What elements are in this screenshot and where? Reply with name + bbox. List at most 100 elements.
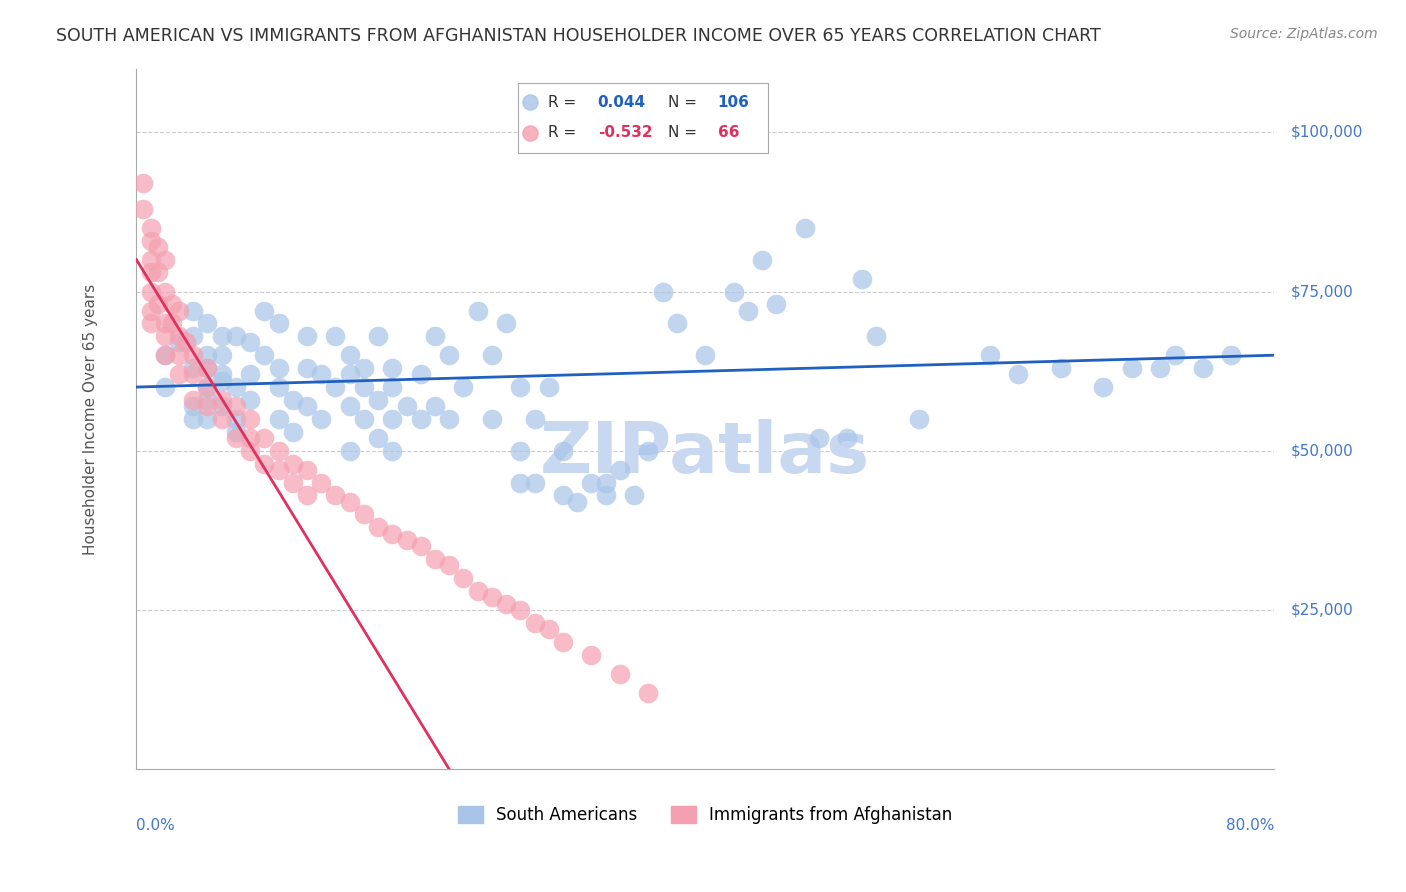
Text: SOUTH AMERICAN VS IMMIGRANTS FROM AFGHANISTAN HOUSEHOLDER INCOME OVER 65 YEARS C: SOUTH AMERICAN VS IMMIGRANTS FROM AFGHAN… [56, 27, 1101, 45]
Point [907, 412, 929, 426]
Point [211, 412, 233, 426]
Point [1149, 361, 1171, 376]
Point [509, 443, 531, 458]
Point [865, 329, 887, 343]
Point [267, 380, 290, 394]
Point [153, 329, 176, 343]
Point [281, 425, 304, 439]
Point [367, 431, 389, 445]
Point [225, 431, 247, 445]
Point [139, 303, 162, 318]
Point [225, 425, 247, 439]
Point [367, 392, 389, 407]
Point [253, 348, 276, 362]
Point [523, 615, 546, 630]
Point [139, 265, 162, 279]
Point [367, 329, 389, 343]
Text: $75,000: $75,000 [1291, 284, 1354, 299]
Point [225, 380, 247, 394]
Point [325, 329, 347, 343]
Point [439, 558, 461, 573]
Point [381, 361, 404, 376]
Point [409, 368, 432, 382]
Point [339, 368, 361, 382]
Point [1121, 361, 1143, 376]
Point [808, 431, 831, 445]
Point [325, 380, 347, 394]
Point [197, 361, 219, 376]
Point [225, 412, 247, 426]
Point [197, 317, 219, 331]
Point [439, 412, 461, 426]
Point [439, 348, 461, 362]
Point [651, 285, 673, 299]
Point [281, 457, 304, 471]
Point [665, 317, 688, 331]
Point [153, 317, 176, 331]
Point [311, 475, 333, 490]
Point [467, 583, 489, 598]
Point [167, 329, 190, 343]
Point [267, 443, 290, 458]
Point [181, 329, 204, 343]
Point [181, 348, 204, 362]
Point [160, 317, 183, 331]
Point [167, 303, 190, 318]
Point [381, 526, 404, 541]
Point [295, 463, 318, 477]
Point [481, 591, 503, 605]
Point [139, 252, 162, 267]
Point [409, 539, 432, 553]
Text: 80.0%: 80.0% [1226, 818, 1274, 833]
Point [1092, 380, 1115, 394]
Point [637, 443, 659, 458]
Point [211, 329, 233, 343]
Point [537, 622, 560, 636]
Point [339, 348, 361, 362]
Text: Source: ZipAtlas.com: Source: ZipAtlas.com [1230, 27, 1378, 41]
Point [395, 399, 418, 413]
Point [139, 234, 162, 248]
Point [325, 488, 347, 502]
Point [339, 443, 361, 458]
Point [1163, 348, 1185, 362]
Point [737, 303, 759, 318]
Point [197, 412, 219, 426]
Point [523, 475, 546, 490]
Point [153, 285, 176, 299]
Point [197, 361, 219, 376]
Point [153, 252, 176, 267]
Text: 0.0%: 0.0% [136, 818, 176, 833]
Point [267, 463, 290, 477]
Point [595, 488, 617, 502]
Point [979, 348, 1001, 362]
Point [1007, 368, 1029, 382]
Point [181, 412, 204, 426]
Point [281, 392, 304, 407]
Point [353, 380, 375, 394]
Legend: South Americans, Immigrants from Afghanistan: South Americans, Immigrants from Afghani… [451, 799, 959, 831]
Point [295, 488, 318, 502]
Point [567, 494, 589, 508]
Point [153, 348, 176, 362]
Point [239, 412, 262, 426]
Point [595, 475, 617, 490]
Point [167, 348, 190, 362]
Point [695, 348, 717, 362]
Point [153, 348, 176, 362]
Point [197, 380, 219, 394]
Point [197, 348, 219, 362]
Point [139, 317, 162, 331]
Point [181, 368, 204, 382]
Point [146, 265, 169, 279]
Point [295, 399, 318, 413]
Point [423, 399, 446, 413]
Point [453, 380, 475, 394]
Point [609, 463, 631, 477]
Point [267, 412, 290, 426]
Point [581, 648, 603, 662]
Point [1192, 361, 1215, 376]
Point [837, 431, 859, 445]
Point [381, 380, 404, 394]
Point [181, 361, 204, 376]
